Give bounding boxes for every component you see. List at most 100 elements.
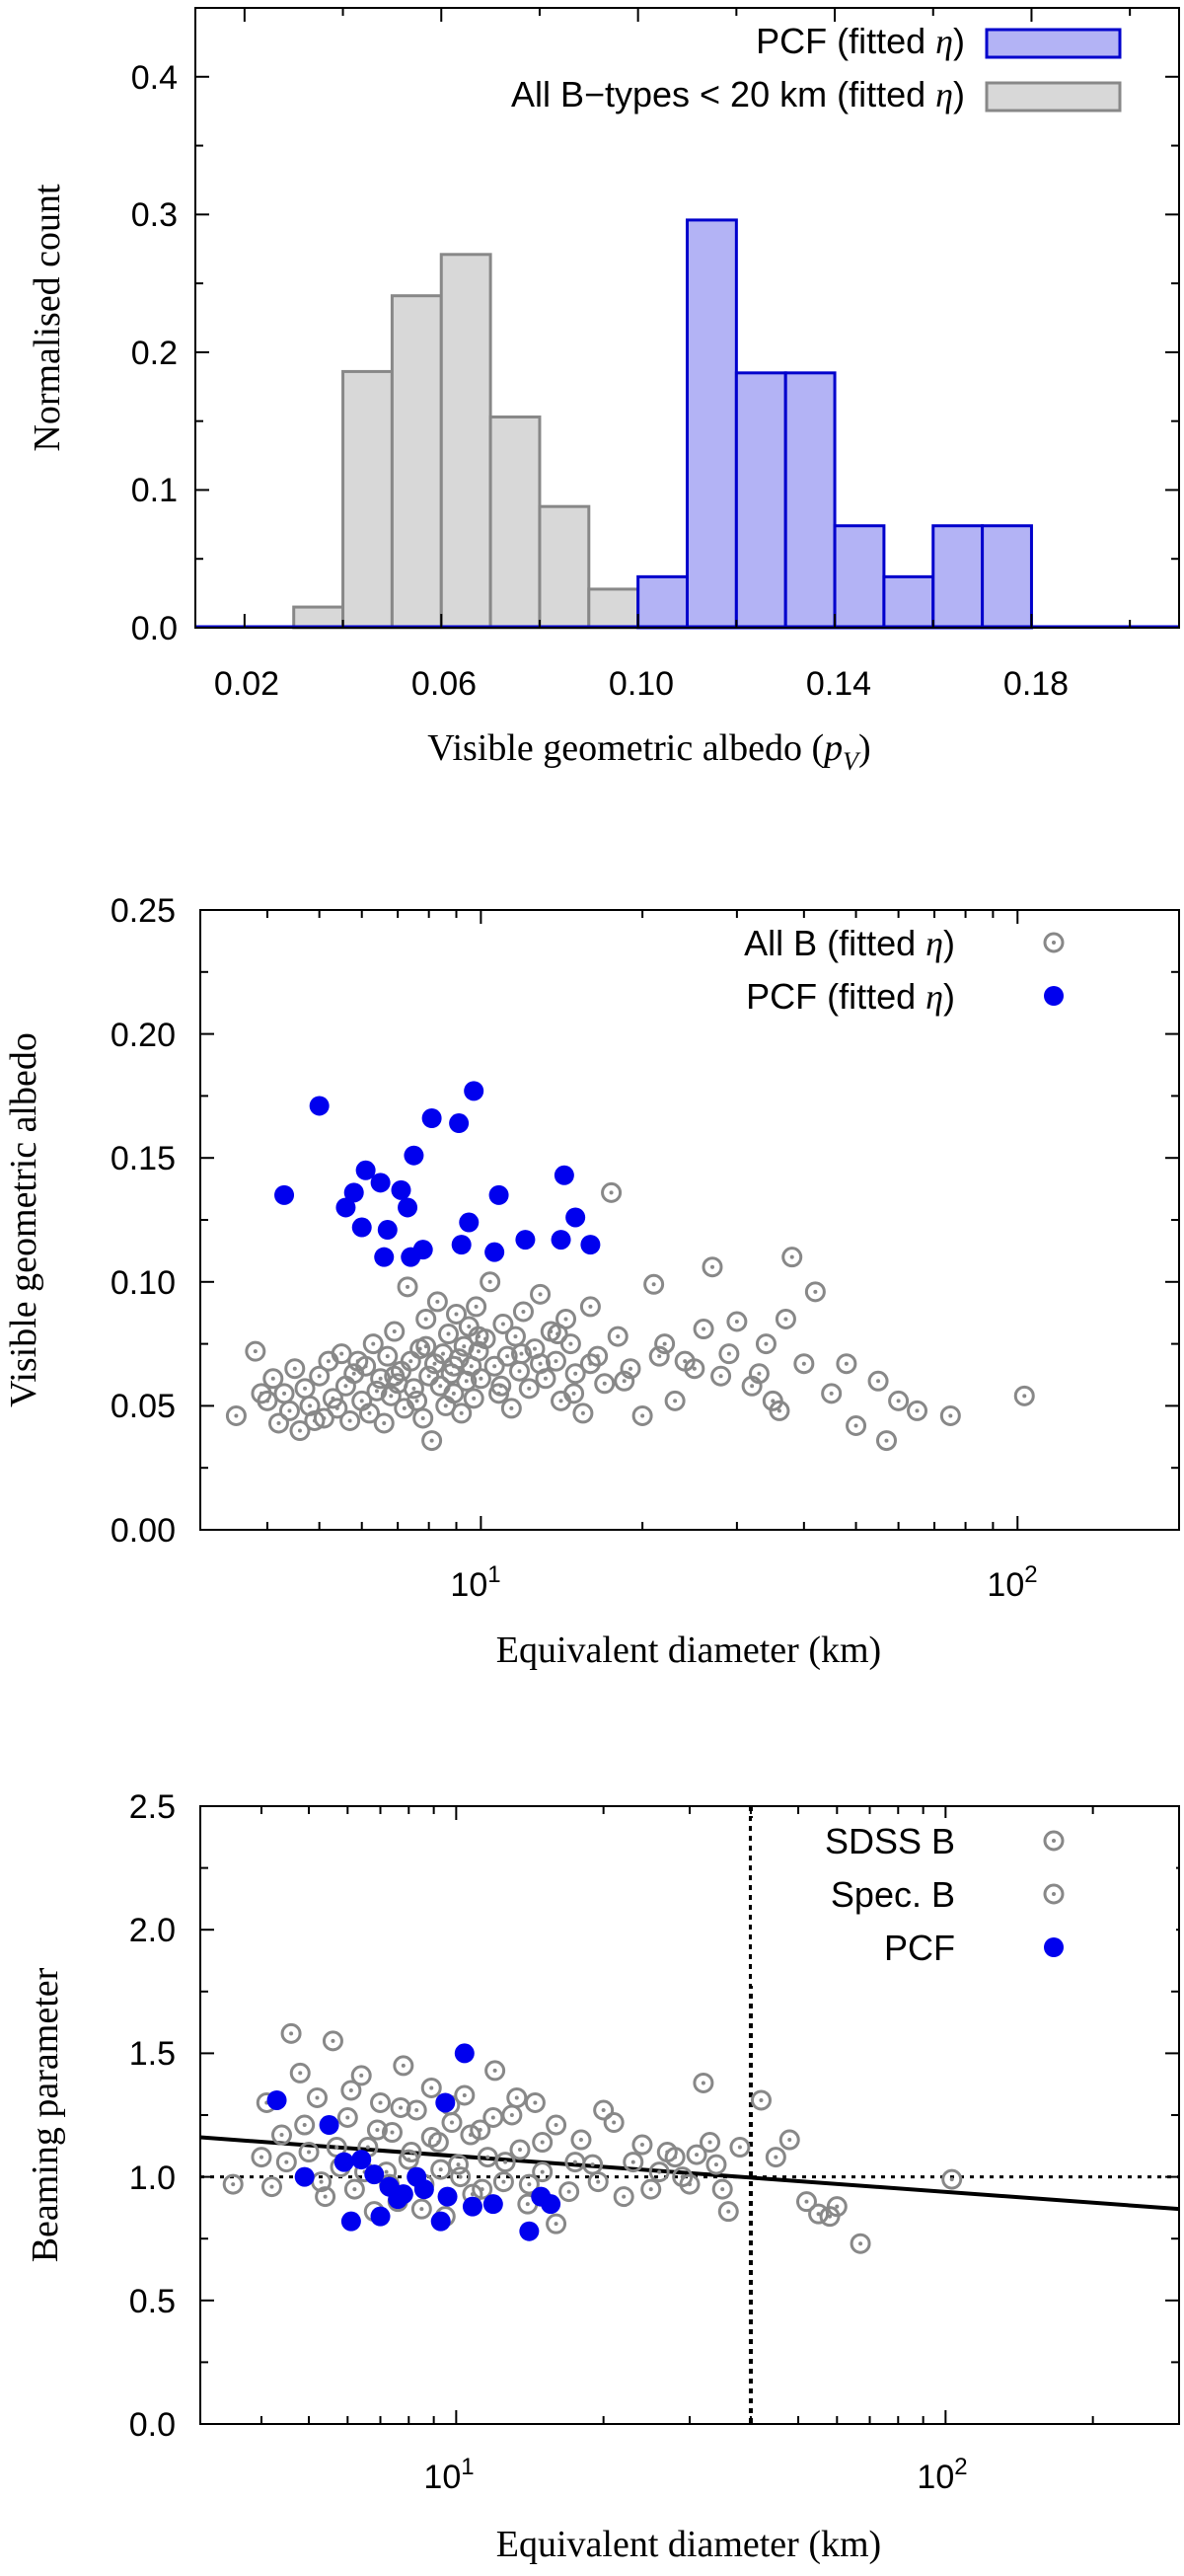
all-b-point	[939, 1404, 961, 1426]
pcf-beaming-point	[266, 2089, 287, 2110]
sdss-b-point	[524, 2091, 546, 2113]
all-b-point-center	[628, 1366, 632, 1371]
all-b-point-center	[374, 1389, 379, 1394]
pcf-bar	[636, 574, 690, 630]
all-b-point-center	[385, 1354, 390, 1359]
pcf-beaming-point	[370, 2206, 391, 2227]
sdss-b-point-center	[289, 2031, 294, 2036]
pcf-beaming-point	[364, 2164, 385, 2185]
spec-b-point	[410, 2198, 432, 2220]
spec-b-point-center	[458, 2174, 463, 2179]
pcf-histogram-bars	[195, 218, 1179, 630]
spec-b-point-center	[480, 2187, 484, 2192]
p1-ytick-label: 0.2	[131, 335, 178, 372]
legend-label-pcf: PCF (fitted η)	[756, 21, 965, 61]
pcf-point	[484, 1242, 505, 1262]
p2-y-axis-title: Visible geometric albedo	[3, 1032, 44, 1407]
all-b-point-center	[303, 1386, 308, 1391]
all-b-point	[821, 1383, 843, 1404]
spec-b-point	[603, 2112, 625, 2134]
sdss-b-point	[336, 2107, 358, 2129]
all-b-point	[262, 1368, 284, 1390]
spec-b-point	[450, 2166, 472, 2188]
sdss-b-point-center	[269, 2184, 274, 2189]
pcf-beaming-point	[294, 2166, 315, 2187]
spec-b-point-center	[503, 2159, 508, 2164]
sdss-b-point-center	[657, 2169, 662, 2174]
pcf-point	[551, 1230, 571, 1250]
sdss-b-point-center	[566, 2189, 571, 2194]
pcf-beaming-point	[435, 2092, 456, 2113]
p2-ytick-label: 0.10	[111, 1264, 176, 1302]
all-b-point-center	[538, 1292, 543, 1297]
all-b-point-center	[844, 1361, 849, 1366]
all-b-point-center	[702, 1326, 706, 1331]
sdss-b-point-center	[509, 2113, 514, 2117]
all-b-point-center	[308, 1403, 313, 1408]
all-b-point	[443, 1355, 465, 1377]
sdss-b-point	[750, 2089, 772, 2111]
spec-b-point-center	[419, 2207, 424, 2212]
sdss-b-point	[778, 2129, 800, 2151]
spec-b-point-center	[302, 2123, 307, 2128]
all-b-point	[888, 1390, 910, 1411]
sdss-b-point	[271, 2124, 293, 2146]
spec-b-point	[420, 2127, 442, 2149]
all-b-point-center	[532, 1346, 537, 1351]
sdss-b-point-center	[365, 2145, 370, 2150]
spec-b-point	[587, 2171, 609, 2193]
all-b-point	[480, 1271, 501, 1293]
sdss-b-point	[765, 2147, 786, 2168]
spec-b-point	[672, 2166, 694, 2188]
legend-marker-sdss-b	[1043, 1830, 1065, 1852]
all-b-point	[496, 1345, 518, 1367]
p3-xtick-label: 102	[917, 2454, 967, 2496]
pcf-beaming-point	[454, 2043, 475, 2064]
beaming-scatter-panel: 101 102 0.0 0.5 1.0 1.5 2.0 2.5 Equivale…	[25, 1788, 1180, 2565]
all-b-point	[620, 1358, 641, 1380]
all-b-points	[225, 1181, 1035, 1452]
all-b-point-center	[423, 1317, 428, 1322]
all-b-point-center	[389, 1394, 394, 1399]
all-b-point	[327, 1398, 348, 1419]
all-b-point-center	[477, 1334, 481, 1339]
pcf-point	[488, 1184, 509, 1205]
sdss-b-point-center	[601, 2107, 606, 2112]
all-b-point-center	[543, 1376, 548, 1381]
pcf-bar	[833, 524, 886, 630]
spec-b-point-center	[707, 2140, 712, 2145]
all-b-point-center	[414, 1399, 419, 1403]
sdss-b-point-center	[359, 2073, 364, 2078]
all-b-point	[468, 1326, 489, 1347]
pcf-point	[391, 1179, 411, 1200]
legend-pcf-dot	[1044, 986, 1064, 1006]
all-b-point	[278, 1400, 300, 1421]
all-b-point-center	[292, 1366, 297, 1371]
legend-marker-all-b	[1043, 932, 1065, 953]
all-b-point	[693, 1319, 714, 1340]
sdss-b-point	[251, 2147, 272, 2168]
legend-sdss-dot	[1043, 1830, 1065, 1852]
legend-label-all-b: All B (fitted η)	[744, 923, 955, 963]
all-b-point	[804, 1281, 826, 1303]
all-b-point-center	[718, 1374, 723, 1379]
legend-background	[752, 1818, 1176, 1986]
all-b-point	[594, 1373, 616, 1395]
all-b-point	[466, 1296, 487, 1318]
all-b-point	[415, 1335, 437, 1357]
all-b-point-center	[884, 1438, 889, 1443]
albedo-scatter-panel: 101 102 0.00 0.05 0.10 0.15 0.20 0.25 Eq…	[3, 892, 1180, 1671]
sdss-b-point	[420, 2077, 442, 2098]
all-b-point	[563, 1383, 585, 1404]
spec-b-point-center	[468, 2133, 473, 2138]
all-b-point	[366, 1380, 388, 1402]
p1-xtick-label: 0.18	[1003, 665, 1069, 703]
p2-legend: All B (fitted η) PCF (fitted η)	[744, 923, 1065, 1017]
histogram-plot-frame	[194, 7, 1180, 629]
all-b-point-center	[813, 1289, 818, 1294]
p3-x-axis-title: Equivalent diameter (km)	[496, 2524, 881, 2565]
beaming-axis-ticks	[199, 1805, 1180, 2425]
sdss-b-point-center	[345, 2115, 350, 2120]
all-b-point-center	[500, 1322, 505, 1326]
